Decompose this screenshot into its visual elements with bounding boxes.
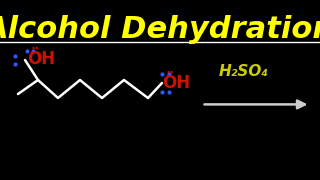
Text: H₂SO₄: H₂SO₄ [218, 64, 268, 80]
Text: ÖH: ÖH [27, 50, 55, 68]
Text: ÖH: ÖH [162, 74, 190, 92]
Text: Alcohol Dehydration: Alcohol Dehydration [0, 15, 320, 44]
